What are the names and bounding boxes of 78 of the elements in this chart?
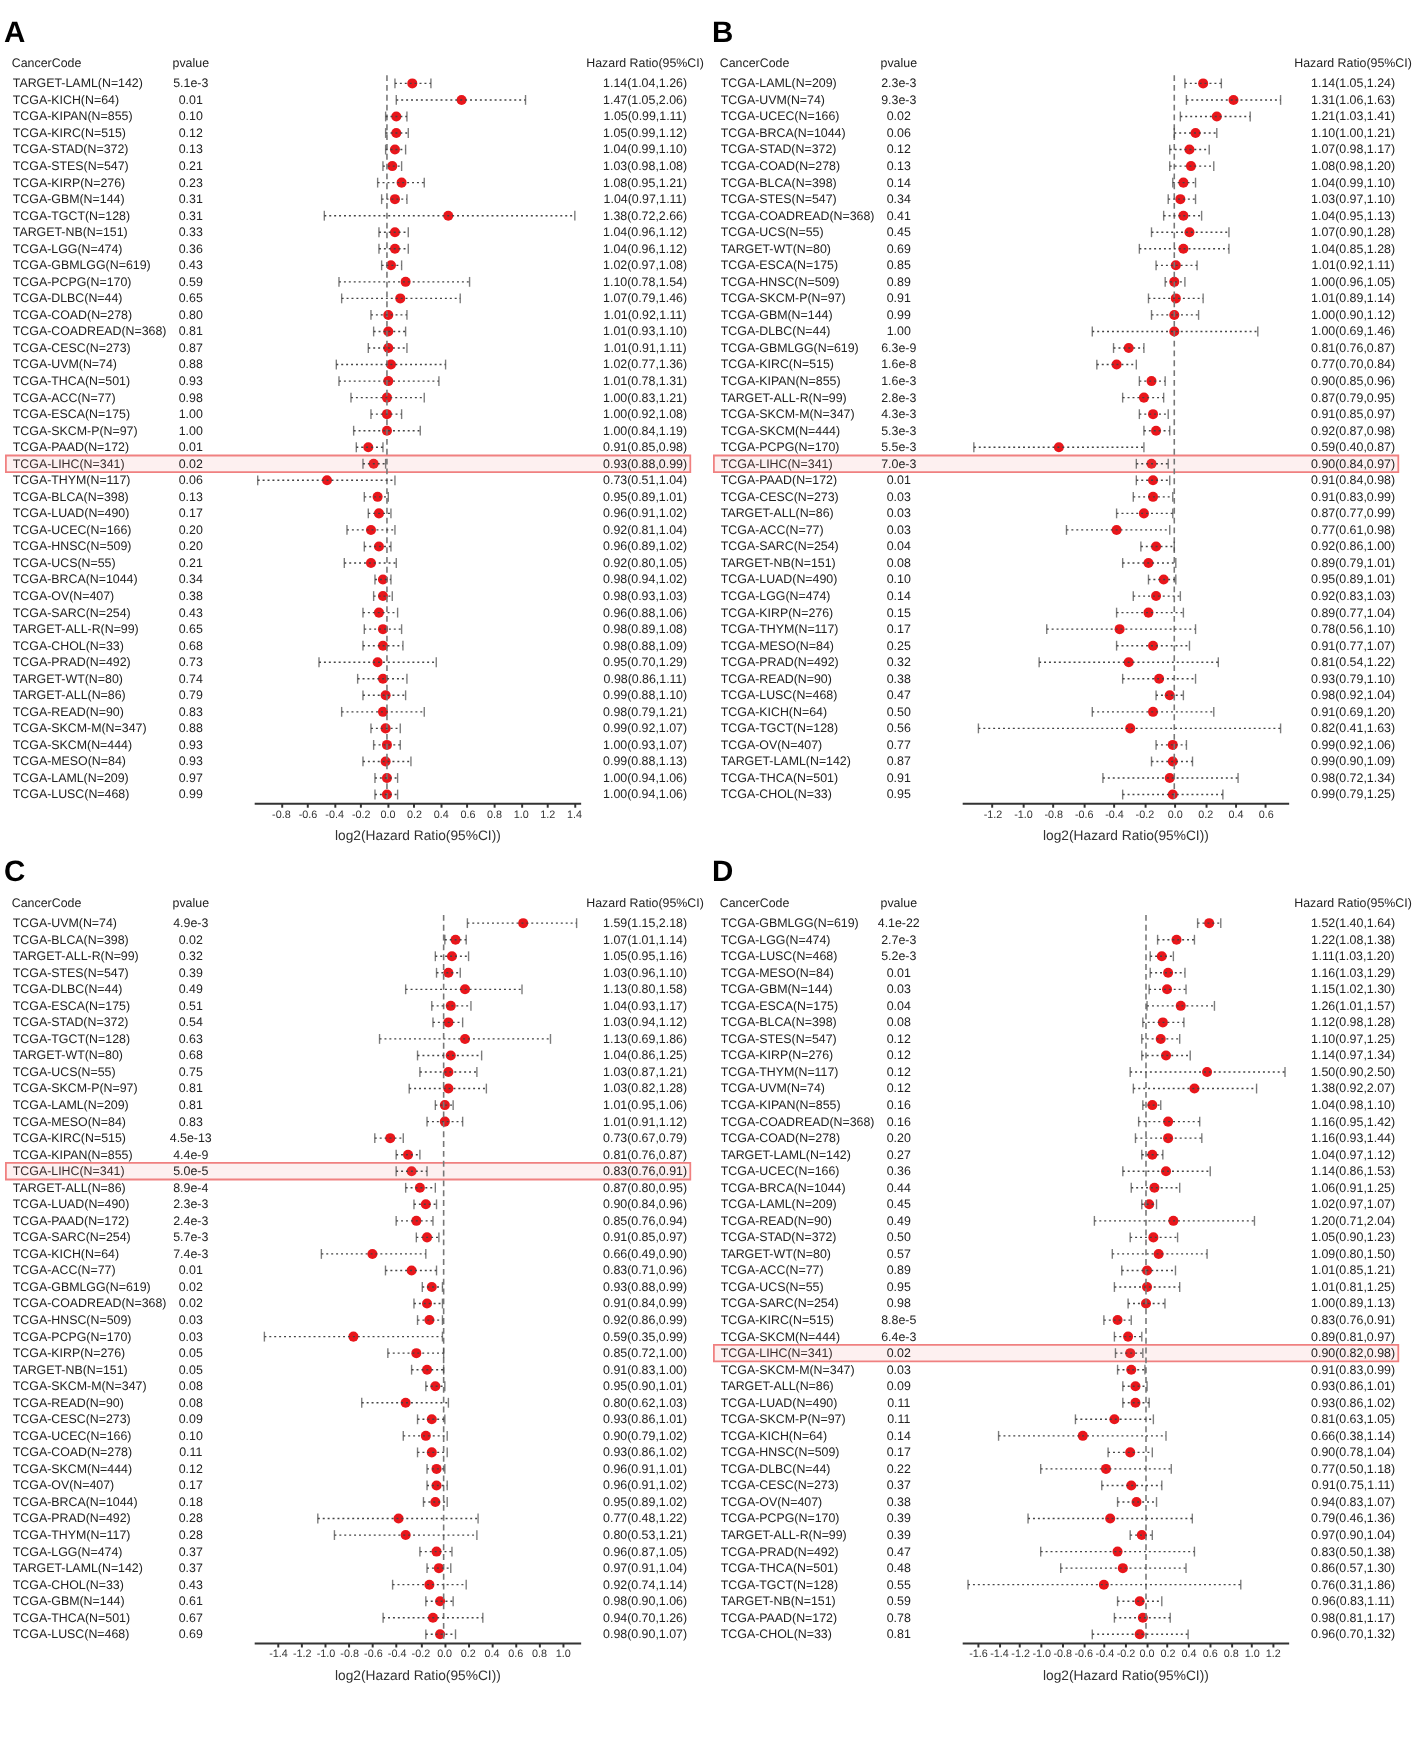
point xyxy=(414,1182,425,1193)
point xyxy=(1154,673,1165,684)
point xyxy=(395,293,406,304)
text: B xyxy=(711,17,734,50)
point xyxy=(422,1364,433,1375)
point xyxy=(1148,475,1159,486)
text: C xyxy=(3,857,26,890)
point xyxy=(368,458,379,469)
point xyxy=(1134,1629,1145,1640)
point xyxy=(1138,508,1149,519)
point xyxy=(1130,1381,1141,1392)
point xyxy=(426,1447,437,1458)
point xyxy=(460,984,471,995)
point xyxy=(1077,1430,1088,1441)
point xyxy=(426,1414,437,1425)
point xyxy=(422,1232,433,1243)
point xyxy=(1053,442,1064,453)
point xyxy=(430,1381,441,1392)
point xyxy=(1130,1397,1141,1408)
point xyxy=(389,227,400,238)
point xyxy=(1171,934,1182,945)
point xyxy=(372,657,383,668)
point xyxy=(1204,918,1215,929)
point xyxy=(435,1596,446,1607)
point xyxy=(427,1612,438,1623)
point xyxy=(1125,1348,1136,1359)
point xyxy=(1163,967,1174,978)
point xyxy=(1098,1579,1109,1590)
point xyxy=(1148,640,1159,651)
point xyxy=(363,442,374,453)
point xyxy=(445,1000,456,1011)
point xyxy=(1178,243,1189,254)
point xyxy=(403,1149,414,1160)
point xyxy=(373,508,384,519)
point xyxy=(450,934,461,945)
point xyxy=(1198,78,1209,89)
point xyxy=(389,144,400,155)
point xyxy=(1162,984,1173,995)
point xyxy=(321,475,332,486)
point xyxy=(373,607,384,618)
point xyxy=(407,78,418,89)
point xyxy=(420,1199,431,1210)
point xyxy=(1147,1149,1158,1160)
point xyxy=(424,1579,435,1590)
text: D xyxy=(711,857,734,890)
point xyxy=(1125,1447,1136,1458)
point xyxy=(1184,227,1195,238)
point xyxy=(1126,1480,1137,1491)
point xyxy=(1163,1116,1174,1127)
point xyxy=(1109,1414,1120,1425)
point xyxy=(1156,951,1167,962)
point xyxy=(1123,1331,1134,1342)
point xyxy=(1160,1166,1172,1177)
point xyxy=(1146,458,1157,469)
point xyxy=(1151,425,1162,436)
point xyxy=(400,1397,411,1408)
point xyxy=(391,111,402,122)
point xyxy=(1126,1364,1137,1375)
point xyxy=(446,951,457,962)
text: A xyxy=(3,17,26,50)
point xyxy=(373,541,384,552)
point xyxy=(389,243,400,254)
point xyxy=(1123,657,1134,668)
point xyxy=(445,1050,456,1061)
point xyxy=(1105,1513,1116,1524)
point xyxy=(1178,210,1189,221)
point xyxy=(1157,1017,1168,1028)
point xyxy=(1211,111,1222,122)
point xyxy=(1151,541,1162,552)
point xyxy=(1138,392,1149,403)
point xyxy=(422,1298,433,1309)
point xyxy=(1125,723,1136,734)
point xyxy=(1160,1050,1172,1061)
point xyxy=(443,210,454,221)
point xyxy=(1134,1596,1145,1607)
point xyxy=(443,967,454,978)
point xyxy=(406,1166,417,1177)
point xyxy=(1149,1182,1160,1193)
